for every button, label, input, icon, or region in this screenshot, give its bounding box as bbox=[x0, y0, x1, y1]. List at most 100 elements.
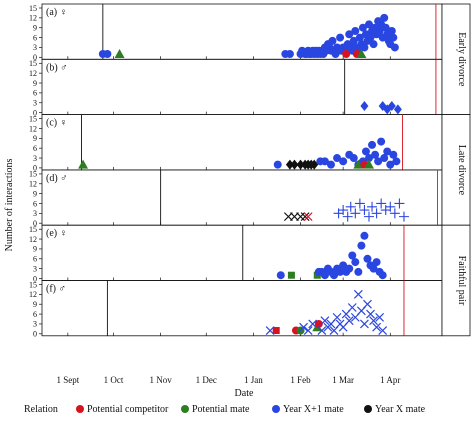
y-tick-label: 3 bbox=[33, 99, 37, 108]
data-point bbox=[328, 36, 337, 45]
x-tick-label: 1 Oct bbox=[104, 375, 124, 385]
y-tick-label: 0 bbox=[33, 219, 37, 228]
legend-swatch-yx1 bbox=[272, 405, 280, 413]
data-point bbox=[386, 160, 395, 169]
data-point bbox=[342, 211, 353, 222]
data-point bbox=[351, 27, 360, 36]
data-point bbox=[303, 326, 313, 335]
data-point bbox=[344, 316, 354, 326]
y-tick-label: 9 bbox=[33, 245, 37, 254]
group-strip: Early divorce bbox=[441, 3, 471, 115]
panel-label: (a) ♀ bbox=[46, 7, 67, 18]
data-point bbox=[378, 271, 387, 280]
legend-swatch-mate bbox=[181, 405, 189, 413]
data-point bbox=[273, 160, 282, 169]
data-point bbox=[356, 49, 367, 59]
panel-label: (c) ♀ bbox=[46, 118, 67, 129]
data-point bbox=[103, 50, 112, 59]
legend-item-yx1: Year X+1 mate bbox=[272, 404, 344, 415]
group-strip-label: Late divorce bbox=[456, 145, 467, 196]
data-point bbox=[349, 36, 358, 45]
data-point bbox=[353, 289, 363, 299]
data-point bbox=[349, 154, 358, 163]
data-point bbox=[348, 251, 357, 260]
data-point bbox=[114, 49, 125, 59]
data-point bbox=[360, 319, 369, 329]
data-point bbox=[380, 13, 389, 22]
data-point bbox=[367, 201, 378, 212]
data-point bbox=[375, 312, 385, 322]
data-point bbox=[392, 157, 401, 166]
data-point bbox=[287, 271, 295, 279]
data-point bbox=[369, 264, 378, 273]
y-tick-label: 9 bbox=[33, 134, 37, 143]
y-tick-label: 6 bbox=[33, 33, 37, 42]
data-point bbox=[336, 33, 345, 42]
panel-label: (b) ♂ bbox=[46, 62, 68, 73]
data-point bbox=[375, 27, 384, 36]
data-point bbox=[357, 241, 366, 250]
data-point bbox=[363, 159, 374, 169]
group-strip-box bbox=[441, 114, 471, 226]
data-point bbox=[394, 198, 405, 209]
data-point bbox=[364, 154, 373, 163]
y-tick-label: 6 bbox=[33, 255, 37, 264]
data-point bbox=[381, 23, 390, 32]
panel-label: (f) ♂ bbox=[46, 284, 66, 295]
y-tick-label: 15 bbox=[29, 59, 37, 68]
legend-label-competitor: Potential competitor bbox=[87, 404, 169, 415]
data-point bbox=[338, 205, 349, 216]
data-point bbox=[385, 201, 396, 212]
data-point bbox=[355, 33, 364, 42]
data-point bbox=[387, 101, 396, 112]
data-point bbox=[345, 30, 354, 39]
data-point bbox=[360, 43, 369, 52]
data-point bbox=[339, 157, 348, 166]
data-point bbox=[368, 140, 377, 149]
data-point bbox=[372, 322, 382, 332]
legend-swatch-yx bbox=[364, 405, 372, 413]
y-tick-label: 6 bbox=[33, 310, 37, 319]
data-point bbox=[285, 50, 294, 59]
data-point bbox=[354, 198, 365, 209]
legend-item-yx: Year X mate bbox=[364, 404, 425, 415]
panel-label: (e) ♀ bbox=[46, 228, 67, 239]
y-tick-label: 12 bbox=[29, 124, 37, 133]
y-tick-label: 15 bbox=[29, 280, 37, 289]
y-axis-label: Number of interactions bbox=[4, 159, 15, 252]
data-point bbox=[332, 312, 342, 322]
data-point bbox=[363, 211, 374, 222]
data-point bbox=[320, 271, 329, 280]
group-strip-label: Early divorce bbox=[456, 32, 467, 87]
data-point bbox=[317, 326, 327, 335]
y-tick-label: 6 bbox=[33, 144, 37, 153]
y-tick-label: 9 bbox=[33, 79, 37, 88]
y-tick-label: 6 bbox=[33, 199, 37, 208]
data-point bbox=[371, 150, 380, 159]
data-point bbox=[358, 23, 367, 32]
group-strips: Early divorce Late divorce Faithful pair bbox=[441, 3, 471, 337]
y-tick-label: 3 bbox=[33, 154, 37, 163]
data-point bbox=[361, 147, 370, 156]
data-point bbox=[330, 271, 339, 280]
legend-swatch-competitor bbox=[76, 405, 84, 413]
data-point bbox=[360, 231, 369, 240]
x-tick-label: 1 Sept bbox=[56, 375, 79, 385]
data-point bbox=[383, 147, 392, 156]
legend-label-mate: Potential mate bbox=[192, 404, 250, 415]
data-point bbox=[339, 261, 348, 270]
data-point bbox=[314, 319, 323, 328]
y-tick-label: 12 bbox=[29, 14, 37, 23]
x-tick-label: 1 Feb bbox=[290, 375, 311, 385]
group-strip: Faithful pair bbox=[441, 224, 471, 337]
data-point bbox=[389, 208, 400, 219]
data-point bbox=[371, 208, 382, 219]
x-tick-label: 1 Mar bbox=[332, 375, 354, 385]
panel-frame bbox=[41, 169, 443, 226]
data-point bbox=[296, 159, 305, 170]
